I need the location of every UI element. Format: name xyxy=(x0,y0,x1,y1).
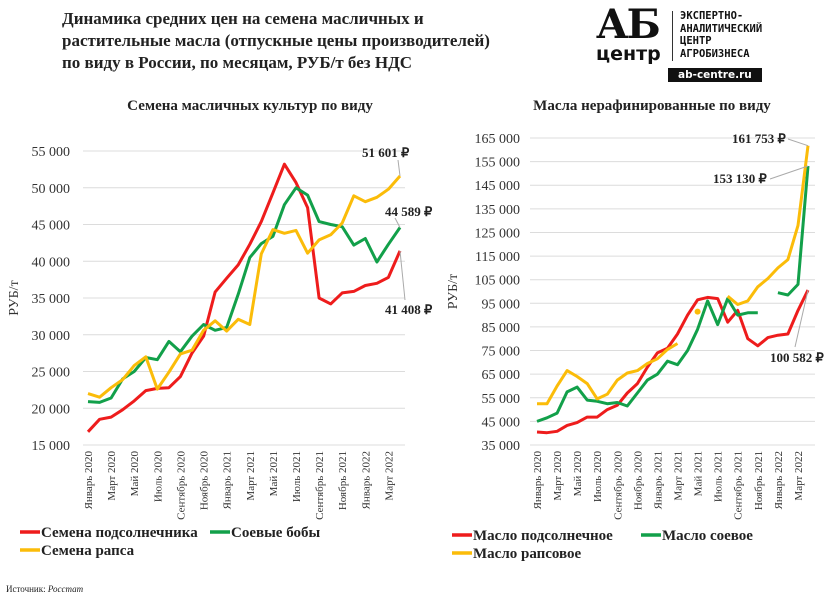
series-line xyxy=(536,165,810,423)
annotation-leader xyxy=(794,290,809,348)
y-tick-label: 20 000 xyxy=(32,402,71,417)
series-line xyxy=(537,145,810,406)
x-tick-label: Ноябрь 2021 xyxy=(337,451,349,510)
y-tick-label: 55 000 xyxy=(482,392,521,407)
legend-label: Масло соевое xyxy=(662,528,753,544)
x-tick-label: Май 2020 xyxy=(129,451,141,497)
source-value: Росстат xyxy=(47,584,84,594)
x-tick-label: Март 2022 xyxy=(383,451,395,501)
y-tick-label: 155 000 xyxy=(475,156,521,171)
x-tick-label: Март 2020 xyxy=(106,451,118,501)
chart-title: Семена масличных культур по виду xyxy=(127,98,373,114)
y-tick-label: 75 000 xyxy=(482,345,521,360)
y-tick-label: 65 000 xyxy=(482,368,521,383)
y-tick-label: 165 000 xyxy=(475,132,521,147)
ab-centre-logo: АБ центр ЭКСПЕРТНО- АНАЛИТИЧЕСКИЙ ЦЕНТР … xyxy=(596,1,796,82)
x-tick-label: Июль 2020 xyxy=(592,451,604,503)
x-tick-label: Сентябрь 2020 xyxy=(175,451,187,520)
x-tick-label: Июль 2020 xyxy=(152,451,164,503)
logo-tagline: ЭКСПЕРТНО- АНАЛИТИЧЕСКИЙ ЦЕНТР АГРОБИЗНЕ… xyxy=(680,10,763,60)
annotation-leader xyxy=(769,165,809,180)
x-tick-label: Январь 2022 xyxy=(773,451,785,509)
x-tick-label: Март 2021 xyxy=(245,451,257,501)
x-tick-label: Март 2020 xyxy=(552,451,564,501)
legend-label: Масло рапсовое xyxy=(473,546,582,562)
x-tick-label: Сентябрь 2021 xyxy=(314,451,326,520)
y-tick-label: 125 000 xyxy=(475,226,521,241)
x-tick-label: Ноябрь 2021 xyxy=(753,451,765,510)
y-tick-label: 40 000 xyxy=(32,255,71,270)
data-label: 41 408 ₽ xyxy=(385,302,433,317)
x-tick-label: Март 2022 xyxy=(793,451,805,501)
y-tick-label: 145 000 xyxy=(475,179,521,194)
chart-title: Масла нерафинированные по виду xyxy=(533,98,771,114)
y-tick-label: 45 000 xyxy=(32,219,71,234)
data-point xyxy=(694,308,701,315)
y-axis-label: РУБ/т xyxy=(446,274,461,309)
y-tick-label: 105 000 xyxy=(475,274,521,289)
logo-url: ab-centre.ru xyxy=(668,68,762,82)
data-label: 44 589 ₽ xyxy=(385,204,433,219)
y-tick-label: 50 000 xyxy=(32,182,71,197)
y-tick-label: 55 000 xyxy=(32,145,71,160)
x-tick-label: Май 2021 xyxy=(693,451,705,496)
data-label: 51 601 ₽ xyxy=(362,145,410,160)
logo-word: центр xyxy=(596,43,661,65)
logo-mark: АБ xyxy=(596,1,661,48)
y-axis-label: РУБ/т xyxy=(7,280,22,315)
y-tick-label: 35 000 xyxy=(482,439,521,454)
x-tick-label: Ноябрь 2020 xyxy=(199,451,211,511)
x-tick-label: Май 2020 xyxy=(572,451,584,497)
y-tick-label: 15 000 xyxy=(32,439,71,454)
x-tick-label: Май 2021 xyxy=(268,451,280,496)
x-tick-label: Сентябрь 2021 xyxy=(733,451,745,520)
x-tick-label: Январь 2021 xyxy=(222,451,234,509)
title-line: растительные масла (отпускные цены произ… xyxy=(62,31,490,50)
annotation-leader xyxy=(394,217,401,228)
title-line: Динамика средних цен на семена масличных… xyxy=(62,9,424,28)
x-tick-label: Сентябрь 2020 xyxy=(612,451,624,520)
annotation-leader xyxy=(787,138,809,147)
series-line xyxy=(86,162,402,433)
x-tick-label: Ноябрь 2020 xyxy=(632,451,644,511)
annotation-leader xyxy=(399,250,406,301)
x-tick-label: Март 2021 xyxy=(673,451,685,501)
data-label: 153 130 ₽ xyxy=(713,171,768,186)
legend-label: Соевые бобы xyxy=(231,525,321,541)
source-label: Источник: xyxy=(6,584,46,594)
x-tick-label: Июль 2021 xyxy=(291,451,303,502)
data-label: 100 582 ₽ xyxy=(770,350,825,365)
annotation-leader xyxy=(397,159,401,177)
page-title: Динамика средних цен на семена масличных… xyxy=(62,8,552,74)
legend-label: Семена подсолнечника xyxy=(41,525,198,541)
x-tick-label: Январь 2022 xyxy=(360,451,372,509)
x-tick-label: Январь 2020 xyxy=(83,451,95,510)
data-label: 161 753 ₽ xyxy=(732,131,787,146)
logo-divider xyxy=(672,11,673,61)
y-tick-label: 135 000 xyxy=(475,203,521,218)
y-tick-label: 115 000 xyxy=(475,250,520,265)
series-line xyxy=(87,186,402,404)
y-tick-label: 25 000 xyxy=(32,366,71,381)
y-tick-label: 35 000 xyxy=(32,292,71,307)
x-tick-label: Январь 2021 xyxy=(652,451,664,509)
y-tick-label: 45 000 xyxy=(482,415,521,430)
source-note: Источник: Росстат xyxy=(6,584,83,594)
x-tick-label: Январь 2020 xyxy=(532,451,544,510)
y-tick-label: 30 000 xyxy=(32,329,71,344)
title-line: по виду в России, по месяцам, РУБ/т без … xyxy=(62,53,413,72)
x-tick-label: Июль 2021 xyxy=(713,451,725,502)
legend-label: Семена рапса xyxy=(41,543,135,559)
series-line xyxy=(536,289,810,435)
series-line xyxy=(87,175,402,399)
y-tick-label: 95 000 xyxy=(482,297,521,312)
y-tick-label: 85 000 xyxy=(482,321,521,336)
legend-label: Масло подсолнечное xyxy=(473,528,613,544)
